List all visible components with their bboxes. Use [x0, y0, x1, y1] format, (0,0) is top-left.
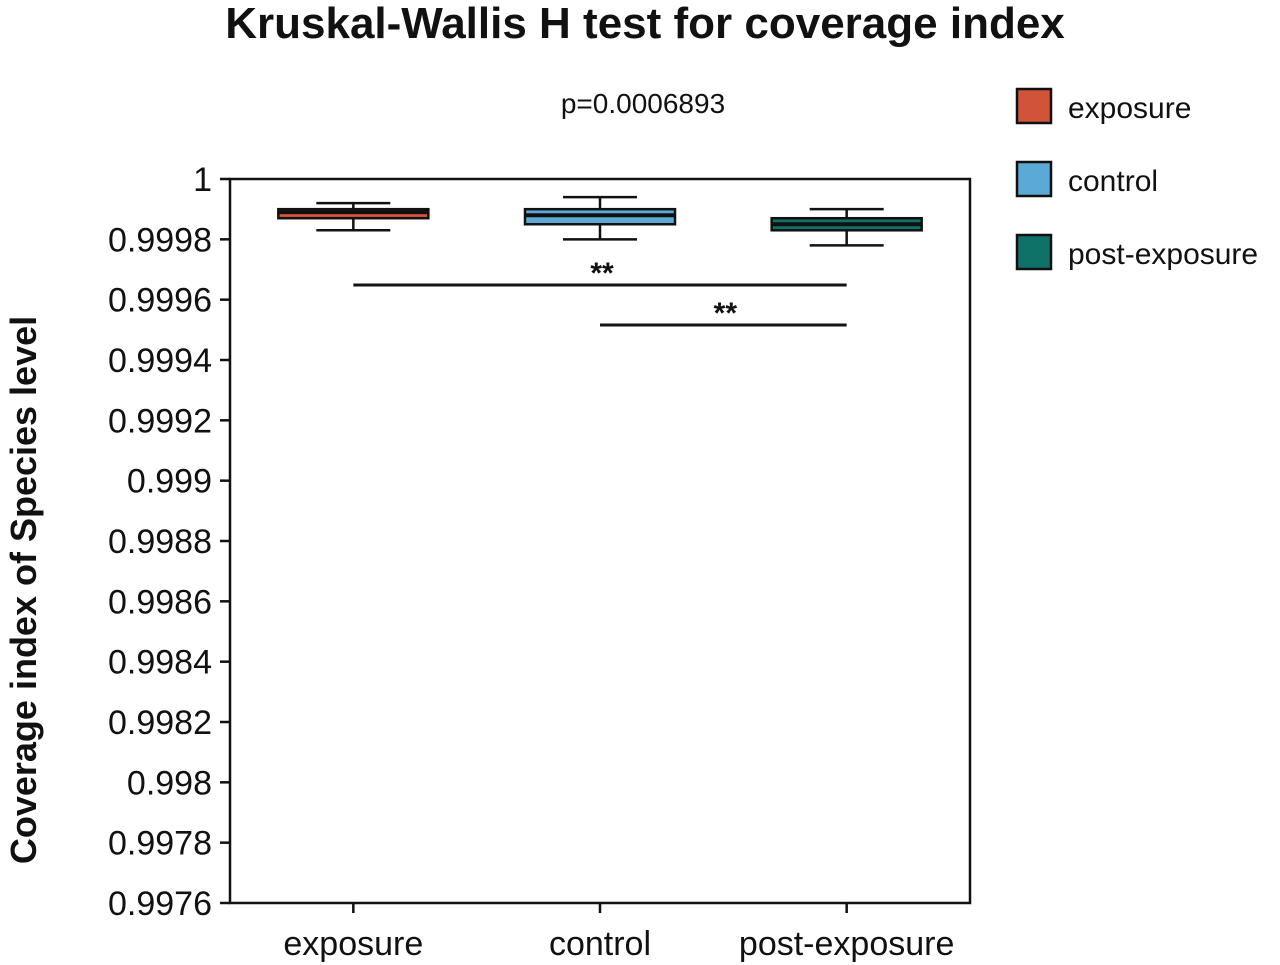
- legend-item-exposure: exposure: [1015, 87, 1191, 125]
- box-post-exposure: [770, 207, 923, 247]
- y-tick-label: 0.9998: [108, 221, 212, 259]
- x-tick-label: exposure: [283, 925, 423, 963]
- y-tick-label: 0.9992: [108, 402, 212, 440]
- y-tick-label: 0.9994: [108, 342, 212, 380]
- x-tick-label: post-exposure: [739, 925, 954, 963]
- legend-label: post-exposure: [1068, 238, 1258, 271]
- y-tick-label: 0.999: [127, 463, 212, 501]
- legend-label: exposure: [1068, 92, 1191, 125]
- plot-area: 0.9976 0.9978 0.998 0.9982 0.9984 0.9986 0.998…: [108, 161, 972, 963]
- significance-label: **: [590, 257, 614, 290]
- y-tick-label: 0.998: [127, 764, 212, 802]
- legend-swatch: [1015, 87, 1053, 125]
- x-tick-label: control: [549, 925, 651, 963]
- legend-swatch: [1015, 160, 1053, 198]
- significance-label: **: [714, 297, 738, 330]
- chart-title: Kruskal-Wallis H test for coverage index: [225, 0, 1065, 48]
- legend-swatch: [1015, 233, 1053, 271]
- y-tick-label: 0.9984: [108, 644, 212, 682]
- y-axis-label: Coverage index of Species level: [3, 316, 44, 864]
- legend: exposure control post-exposure: [1015, 87, 1258, 271]
- y-tick-label: 0.9986: [108, 583, 212, 621]
- box-exposure: [277, 201, 430, 232]
- y-tick-label: 0.9988: [108, 523, 212, 561]
- legend-label: control: [1068, 165, 1158, 198]
- y-tick-label: 0.9978: [108, 825, 212, 863]
- y-tick-label: 0.9982: [108, 704, 212, 742]
- y-tick-label: 1: [193, 161, 212, 199]
- box-control: [523, 195, 677, 241]
- legend-item-control: control: [1015, 160, 1158, 198]
- p-value-label: p=0.0006893: [561, 88, 725, 119]
- y-tick-label: 0.9996: [108, 282, 212, 320]
- legend-item-post-exposure: post-exposure: [1015, 233, 1258, 271]
- y-tick-label: 0.9976: [108, 885, 212, 923]
